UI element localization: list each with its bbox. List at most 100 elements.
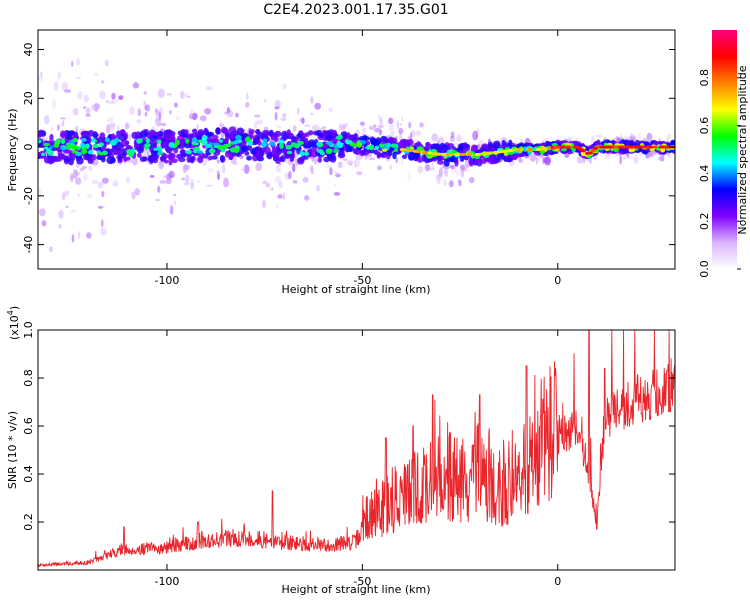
spectrogram-band-cell (281, 130, 288, 139)
spectrogram-noise-cell (329, 167, 333, 176)
spectrogram-noise-cell (407, 171, 412, 182)
spectrogram-noise-cell (232, 161, 239, 165)
spectrogram-band-cell (352, 148, 359, 155)
spectrogram-noise-cell (134, 188, 141, 196)
spectrogram-noise-cell (165, 178, 172, 185)
spectrogram-ridge-cell (474, 152, 480, 156)
spectrogram-noise-cell (567, 136, 572, 142)
snr-x-tick-label: -100 (154, 575, 179, 588)
spectrogram-noise-cell (46, 136, 51, 139)
spectrogram-noise-cell (623, 136, 631, 140)
spectrogram-noise-cell (409, 132, 413, 142)
spectrogram-noise-cell (185, 174, 190, 184)
spectrogram-core-cell (99, 142, 105, 147)
spectrogram-noise-cell (41, 220, 47, 227)
spectrogram-noise-cell (136, 119, 142, 124)
spectrogram-band-cell (417, 157, 423, 163)
spectrogram-ridge-cell (652, 145, 658, 149)
spectrogram-core-cell (212, 142, 220, 146)
spectrogram-core-cell (168, 142, 175, 148)
spectrogram-core-cell (278, 139, 285, 145)
spectrogram-band-cell (255, 128, 261, 135)
spectrogram-band-cell (211, 134, 219, 140)
spectrogram-band-cell (270, 135, 277, 141)
colorbar-ticks: 0.0 0.2 0.4 0.6 0.8 (698, 69, 741, 278)
spectrogram-panel: -100 -50 0 -40 -20 0 20 40 Height of straight l… (6, 29, 676, 296)
snr-y-tick-label: 0.8 (22, 369, 35, 387)
spectrogram-band-cell (360, 149, 366, 155)
spectrogram-band-cell (443, 159, 450, 167)
spectrogram-y-tick-label: 40 (22, 43, 35, 57)
spectrogram-noise-cell (96, 103, 101, 110)
spectrogram-band-cell (219, 154, 225, 163)
spectrogram-noise-cell (155, 109, 160, 117)
spectrogram-band-cell (49, 133, 54, 141)
spectrogram-band-cell (106, 156, 115, 165)
spectrogram-noise-cell (107, 117, 114, 123)
spectrogram-band-cell (289, 152, 295, 160)
spectrogram-ridge-cell (497, 150, 503, 154)
spectrogram-noise-cell (310, 96, 314, 104)
spectrogram-noise-cell (157, 88, 165, 99)
spectrogram-band-cell (137, 152, 142, 158)
spectrogram-noise-cell (340, 124, 346, 130)
spectrogram-x-axis-label: Height of straight line (km) (281, 283, 430, 296)
spectrogram-noise-cell (253, 121, 258, 129)
spectrogram-noise-cell (630, 133, 634, 138)
spectrogram-core-cell (365, 146, 371, 150)
spectrogram-noise-cell (69, 173, 74, 183)
spectrogram-band-cell (205, 131, 212, 138)
spectrogram-noise-cell (246, 92, 249, 101)
spectrogram-band-cell (503, 142, 510, 148)
spectrogram-core-cell (38, 139, 42, 144)
spectrogram-noise-cell (221, 163, 226, 174)
colorbar-tick-label: 0.0 (698, 260, 711, 278)
spectrogram-noise-cell (399, 123, 403, 126)
spectrogram-noise-cell (173, 193, 177, 197)
spectrogram-core-cell (70, 144, 78, 150)
spectrogram-core-cell (56, 138, 61, 143)
spectrogram-core-cell (201, 139, 208, 146)
snr-axes: -100 -50 0 0.2 0.4 0.6 0.8 1.0 (22, 321, 675, 588)
spectrogram-noise-cell (224, 111, 228, 115)
spectrogram-noise-cell (75, 177, 82, 185)
spectrogram-noise-cell (276, 163, 282, 173)
spectrogram-noise-cell (79, 167, 85, 172)
spectrogram-noise-cell (333, 184, 337, 187)
spectrogram-noise-cell (379, 119, 384, 129)
spectrogram-ridge-cell (432, 152, 438, 156)
spectrogram-band-cell (468, 158, 474, 167)
spectrogram-band-cell (38, 154, 42, 160)
spectrogram-noise-cell (437, 139, 440, 144)
spectrogram-band-cell (251, 140, 258, 146)
spectrogram-noise-cell (143, 100, 147, 108)
spectrogram-noise-cell (622, 157, 627, 160)
spectrogram-noise-cell (173, 102, 178, 108)
spectrogram-band-cell (300, 134, 306, 140)
spectrogram-noise-cell (354, 160, 357, 169)
spectrogram-noise-cell (202, 157, 208, 167)
spectrogram-band-cell (97, 136, 104, 144)
spectrogram-core-cell (279, 143, 284, 149)
spectrogram-ridge-cell (399, 148, 405, 152)
spectrogram-noise-cell (322, 125, 327, 129)
spectrogram-noise-cell (292, 163, 296, 173)
spectrogram-core-cell (347, 140, 352, 144)
spectrogram-noise-cell (235, 112, 239, 118)
spectrogram-ridge-cell (422, 150, 428, 154)
spectrogram-ridge-cell (479, 152, 485, 156)
snr-x-axis-label: Height of straight line (km) (281, 583, 430, 596)
spectrogram-band-cell (454, 158, 459, 167)
spectrogram-noise-cell (376, 165, 382, 171)
spectrogram-band-cell (348, 147, 353, 153)
spectrogram-band-cell (306, 141, 313, 149)
spectrogram-core-cell (261, 141, 268, 148)
spectrogram-noise-cell (253, 114, 261, 118)
spectrogram-noise-cell (288, 170, 292, 180)
spectrogram-noise-cell (206, 168, 214, 173)
spectrogram-noise-cell (436, 174, 441, 185)
spectrogram-noise-cell (438, 167, 443, 178)
spectrogram-band-cell (139, 130, 148, 138)
spectrogram-noise-cell (328, 107, 334, 112)
spectrogram-noise-cell (280, 117, 287, 122)
